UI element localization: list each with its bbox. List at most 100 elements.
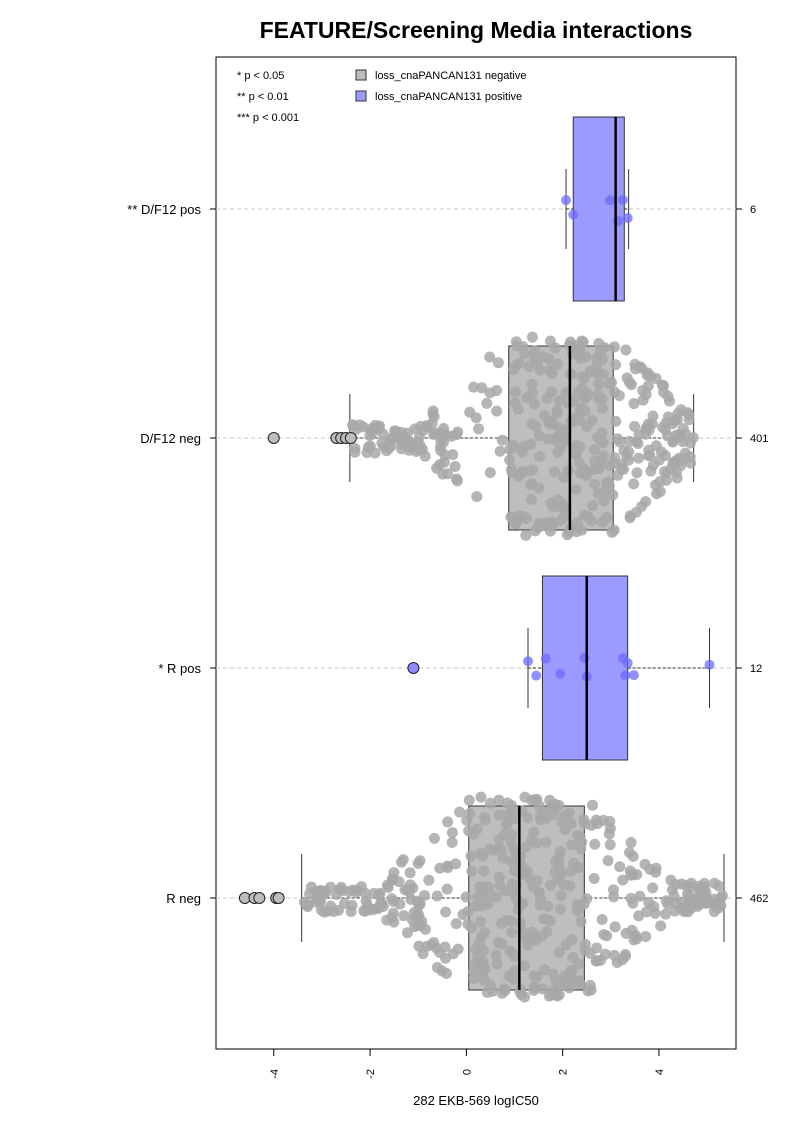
data-point	[463, 794, 475, 806]
data-point	[501, 818, 513, 830]
group-label: * R pos	[158, 661, 201, 676]
box	[541, 575, 629, 761]
data-point	[589, 838, 601, 850]
data-point	[542, 900, 554, 912]
legend-item-label: loss_cnaPANCAN131 negative	[375, 70, 526, 82]
data-point	[454, 806, 466, 818]
data-point	[533, 800, 545, 812]
data-point	[525, 438, 537, 450]
data-point	[531, 970, 543, 982]
data-point	[446, 836, 458, 848]
data-point	[442, 816, 454, 828]
data-point	[310, 896, 322, 908]
data-point	[561, 195, 572, 206]
data-point	[386, 432, 398, 444]
data-point	[386, 893, 398, 905]
data-point	[520, 529, 532, 541]
data-point	[624, 376, 636, 388]
data-point	[610, 415, 622, 427]
data-point	[534, 814, 546, 826]
x-tick-label: 0	[461, 1069, 473, 1075]
data-point	[555, 890, 567, 902]
data-point	[682, 888, 694, 900]
data-point	[704, 659, 715, 670]
data-point	[383, 442, 395, 454]
data-point	[628, 934, 640, 946]
data-point	[411, 911, 423, 923]
data-point	[502, 797, 514, 809]
data-point	[491, 843, 503, 855]
data-point	[442, 860, 454, 872]
data-point	[521, 812, 533, 824]
data-point	[616, 954, 628, 966]
data-point	[677, 901, 689, 913]
data-point	[659, 466, 671, 478]
data-point	[523, 656, 533, 667]
data-point	[418, 889, 430, 901]
data-point	[484, 387, 496, 399]
data-point	[570, 483, 582, 495]
data-point	[598, 928, 610, 940]
data-point	[598, 495, 610, 507]
data-point	[541, 392, 553, 404]
data-point	[388, 867, 400, 879]
data-point	[493, 794, 505, 806]
data-point	[529, 353, 541, 365]
x-tick-label: 2	[558, 1069, 570, 1075]
data-point	[387, 907, 399, 919]
data-point	[581, 421, 593, 433]
data-point	[628, 478, 640, 490]
data-point	[669, 879, 681, 891]
x-axis: -4 -2 0 2 4	[269, 1049, 666, 1079]
data-point	[503, 970, 515, 982]
data-point	[425, 939, 437, 951]
data-point	[401, 927, 413, 939]
data-point	[508, 950, 520, 962]
data-point	[671, 466, 683, 478]
data-point	[630, 436, 642, 448]
data-point	[429, 427, 441, 439]
data-point	[492, 357, 504, 369]
data-point	[446, 827, 458, 839]
data-point	[404, 867, 416, 879]
data-point	[465, 850, 477, 862]
data-point	[628, 670, 639, 681]
data-point	[604, 839, 616, 851]
data-point	[667, 457, 679, 469]
data-point	[471, 491, 483, 503]
data-point	[468, 972, 480, 984]
data-point	[566, 839, 578, 851]
data-point	[528, 826, 540, 838]
data-point	[660, 424, 672, 436]
data-point	[431, 961, 443, 973]
data-point	[528, 398, 540, 410]
data-point	[521, 866, 533, 878]
data-point	[504, 454, 516, 466]
data-point	[662, 390, 674, 402]
data-point	[626, 924, 638, 936]
data-point	[318, 906, 330, 918]
outlier-point	[407, 662, 420, 674]
data-point	[475, 954, 487, 966]
data-point	[667, 436, 679, 448]
data-point	[544, 879, 556, 891]
data-point	[493, 871, 505, 883]
data-point	[617, 463, 629, 475]
data-point	[715, 900, 727, 912]
data-point	[476, 382, 488, 394]
data-point	[553, 947, 565, 959]
legend-item-label: loss_cnaPANCAN131 positive	[375, 91, 522, 103]
data-point	[640, 931, 652, 943]
data-point	[602, 855, 614, 867]
data-point	[533, 482, 545, 494]
data-point	[556, 816, 568, 828]
data-point	[349, 446, 361, 458]
data-point	[415, 420, 427, 432]
data-point	[644, 863, 656, 875]
group-count: 401	[750, 433, 768, 445]
data-point	[414, 898, 426, 910]
data-point	[540, 653, 551, 664]
data-point	[592, 389, 604, 401]
data-point	[506, 926, 518, 938]
data-point	[566, 934, 578, 946]
